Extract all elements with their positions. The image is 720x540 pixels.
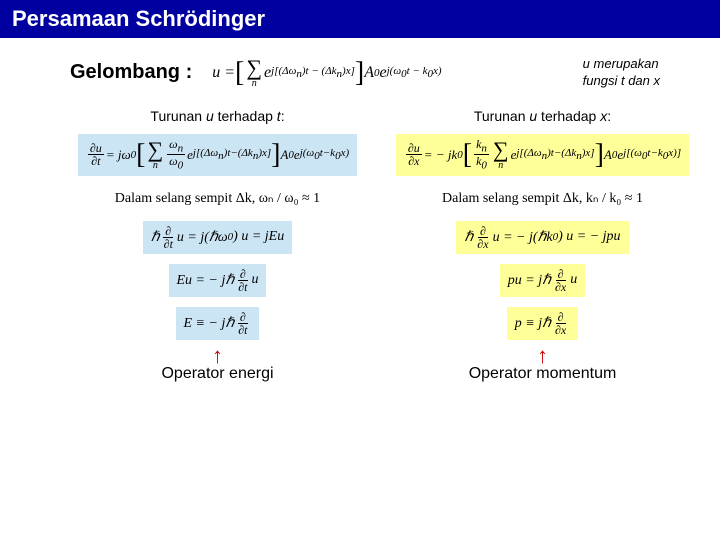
left-column: Turunan u terhadap t: ∂u∂t = jω0 [ ∑n ωn… (70, 108, 365, 383)
wave-equation: u = [ ∑n e j[(Δωn)t − (Δkn)x] ] A0 e j(ω… (212, 57, 441, 89)
left-op-eq1: ℏ ∂∂t u = j(ℏω0) u = jEu (143, 221, 292, 254)
right-heading: Turunan u terhadap x: (474, 108, 611, 124)
note-line2: fungsi t dan x (583, 73, 660, 88)
right-op-eq1: ℏ ∂∂x u = − j(ℏk0) u = − jpu (456, 221, 628, 254)
content-area: Gelombang : u = [ ∑n e j[(Δωn)t − (Δkn)x… (0, 38, 720, 393)
title-bar: Persamaan Schrödinger (0, 0, 720, 38)
arrow-icon: ↑ (212, 350, 223, 361)
left-heading: Turunan u terhadap t: (150, 108, 284, 124)
right-operator-label: Operator momentum (469, 365, 617, 383)
wave-row: Gelombang : u = [ ∑n e j[(Δωn)t − (Δkn)x… (70, 56, 690, 90)
right-derivative-eq: ∂u∂x = − jk0 [ knk0 ∑n e j[(Δωn)t−(Δkn)x… (396, 134, 689, 176)
left-narrow-text: Dalam selang sempit Δk, ωₙ / ω₀ ≈ 1 (107, 186, 328, 211)
columns: Turunan u terhadap t: ∂u∂t = jω0 [ ∑n ωn… (70, 108, 690, 383)
right-narrow-text: Dalam selang sempit Δk, kₙ / k₀ ≈ 1 (434, 186, 651, 211)
right-op-eq3: p ≡ jℏ ∂∂x (507, 307, 578, 340)
left-operator-label: Operator energi (161, 365, 273, 383)
page-title: Persamaan Schrödinger (12, 6, 265, 31)
wave-label: Gelombang : (70, 61, 192, 84)
left-derivative-eq: ∂u∂t = jω0 [ ∑n ωnω0 e j[(Δωn)t−(Δkn)x] … (78, 134, 357, 176)
note-text: u merupakan fungsi t dan x (583, 56, 690, 90)
arrow-icon: ↑ (537, 350, 548, 361)
left-op-eq2: Eu = − jℏ ∂∂t u (169, 264, 267, 297)
note-line1: u merupakan (583, 56, 659, 71)
right-column: Turunan u terhadap x: ∂u∂x = − jk0 [ knk… (395, 108, 690, 383)
right-op-eq2: pu = jℏ ∂∂x u (500, 264, 585, 297)
left-op-eq3: E ≡ − jℏ ∂∂t (176, 307, 260, 340)
